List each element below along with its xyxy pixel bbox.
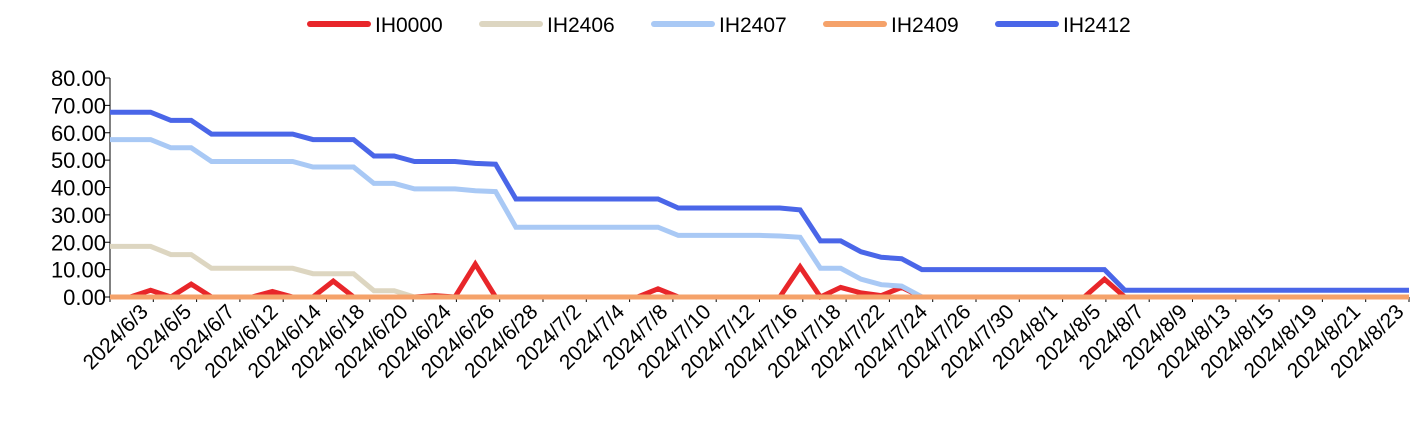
legend-label: IH2407 (719, 14, 787, 37)
legend-item-ih0000: IH0000 (307, 14, 443, 37)
y-tick-label: 30.00 (51, 203, 106, 228)
legend-item-ih2406: IH2406 (479, 14, 615, 37)
y-tick-label: 0.00 (63, 285, 106, 310)
y-tick-label: 60.00 (51, 121, 106, 146)
series-line-ih2412 (110, 109, 1409, 293)
legend-item-ih2407: IH2407 (651, 14, 787, 37)
legend-item-ih2409: IH2409 (823, 14, 959, 37)
legend-item-ih2412: IH2412 (995, 14, 1131, 37)
y-tick-label: 50.00 (51, 148, 106, 173)
legend-label: IH2406 (547, 14, 615, 37)
y-tick-label: 10.00 (51, 258, 106, 283)
y-tick-label: 80.00 (51, 66, 106, 91)
legend-label: IH2409 (891, 14, 959, 37)
legend-label: IH2412 (1063, 14, 1131, 37)
y-tick-label: 20.00 (51, 230, 106, 255)
legend-label: IH0000 (375, 14, 443, 37)
y-tick-label: 40.00 (51, 176, 106, 201)
series-lines (110, 109, 1409, 301)
y-tick-label: 70.00 (51, 93, 106, 118)
legend: IH0000 IH2406 IH2407 IH2409 IH2412 (307, 14, 1131, 37)
